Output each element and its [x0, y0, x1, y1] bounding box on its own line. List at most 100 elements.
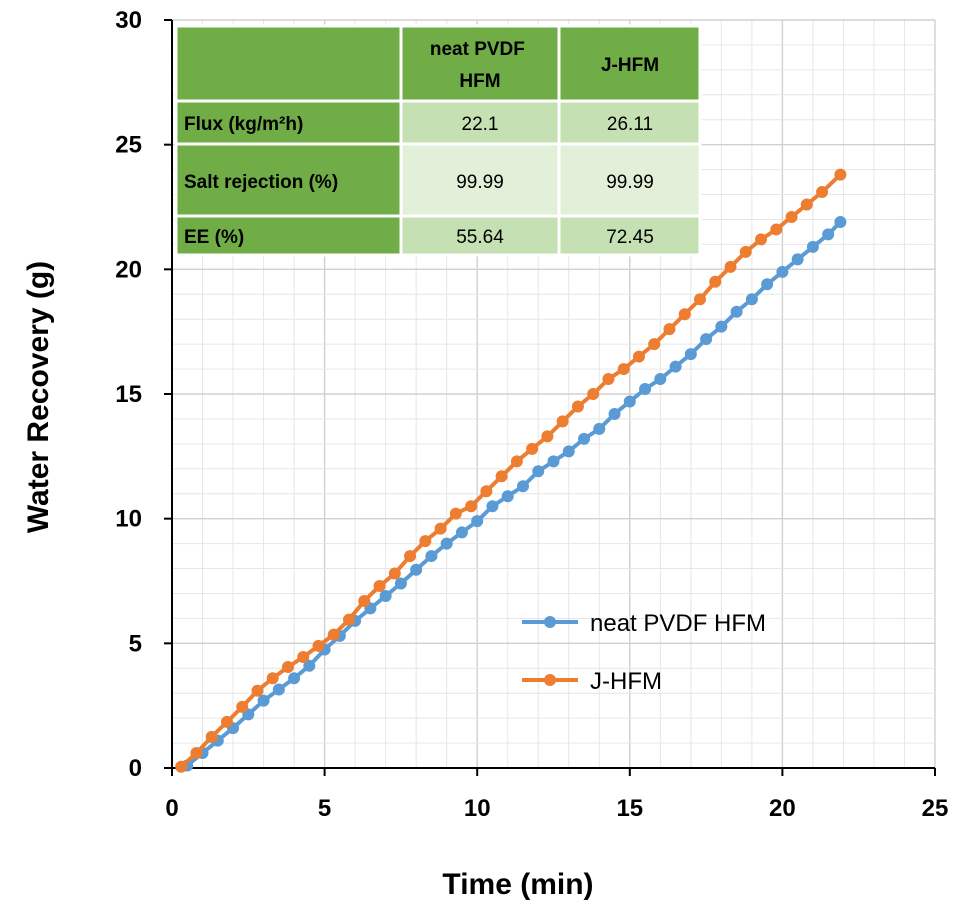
legend: neat PVDF HFM J-HFM: [522, 610, 766, 695]
data-point-j-hfm: [739, 245, 752, 258]
y-tick-label: 5: [129, 630, 142, 657]
data-point-j-hfm: [419, 535, 432, 548]
data-point-j-hfm: [770, 223, 783, 236]
x-tick-label: 10: [464, 795, 491, 822]
data-point-j-hfm: [281, 661, 294, 674]
x-tick-label: 15: [616, 795, 643, 822]
data-point-neat-pvdf-hfm: [394, 577, 407, 590]
data-point-j-hfm: [251, 684, 264, 697]
data-point-j-hfm: [236, 700, 249, 713]
table-header-j-hfm: J-HFM: [601, 55, 659, 76]
data-point-j-hfm: [632, 350, 645, 363]
data-point-neat-pvdf-hfm: [669, 360, 682, 373]
x-axis-title: Time (min): [442, 868, 593, 901]
data-table: neat PVDF HFM J-HFM Flux (kg/m²h) 22.1 2…: [174, 24, 702, 257]
data-point-neat-pvdf-hfm: [379, 589, 392, 602]
x-tick-label: 20: [769, 795, 796, 822]
data-point-neat-pvdf-hfm: [562, 445, 575, 458]
data-point-neat-pvdf-hfm: [715, 320, 728, 333]
data-point-j-hfm: [312, 639, 325, 652]
data-point-j-hfm: [266, 672, 279, 685]
y-tick-label: 20: [115, 256, 142, 283]
data-point-j-hfm: [571, 400, 584, 413]
data-point-j-hfm: [404, 550, 417, 563]
data-point-neat-pvdf-hfm: [516, 480, 529, 493]
legend-label-j-hfm: J-HFM: [590, 668, 662, 695]
data-point-neat-pvdf-hfm: [486, 500, 499, 513]
y-tick-label: 30: [115, 7, 142, 34]
data-point-neat-pvdf-hfm: [593, 422, 606, 435]
data-point-neat-pvdf-hfm: [425, 550, 438, 563]
data-point-j-hfm: [556, 415, 569, 428]
data-point-neat-pvdf-hfm: [806, 240, 819, 253]
data-point-j-hfm: [220, 715, 233, 728]
data-point-neat-pvdf-hfm: [257, 694, 270, 707]
data-point-neat-pvdf-hfm: [455, 526, 468, 539]
table-cell: [557, 214, 702, 257]
data-point-j-hfm: [541, 430, 554, 443]
legend-marker-neat-pvdf-hfm: [544, 616, 556, 628]
data-point-j-hfm: [800, 198, 813, 211]
x-tick-label: 5: [318, 795, 331, 822]
data-point-j-hfm: [434, 522, 447, 535]
table-header-corner: [174, 24, 403, 103]
data-point-j-hfm: [297, 651, 310, 664]
data-point-neat-pvdf-hfm: [578, 432, 591, 445]
data-point-j-hfm: [834, 168, 847, 181]
data-point-neat-pvdf-hfm: [822, 228, 835, 241]
data-point-neat-pvdf-hfm: [776, 265, 789, 278]
data-point-neat-pvdf-hfm: [471, 515, 484, 528]
data-point-j-hfm: [190, 747, 203, 760]
data-point-j-hfm: [480, 485, 493, 498]
y-tick-label: 10: [115, 506, 142, 533]
data-point-j-hfm: [587, 388, 600, 400]
x-tick-label: 25: [922, 795, 949, 822]
data-point-neat-pvdf-hfm: [623, 395, 636, 408]
data-point-j-hfm: [205, 730, 218, 743]
data-point-neat-pvdf-hfm: [608, 407, 621, 420]
data-point-j-hfm: [678, 308, 691, 321]
data-point-j-hfm: [693, 293, 706, 306]
data-point-neat-pvdf-hfm: [654, 373, 667, 386]
data-point-j-hfm: [724, 260, 737, 273]
data-point-neat-pvdf-hfm: [272, 683, 285, 696]
y-axis-title: Water Recovery (g): [22, 261, 55, 533]
axes: 0 5 10 15 20 25 0 5 10 15 20 25 30: [115, 7, 948, 822]
data-point-j-hfm: [388, 567, 401, 580]
data-point-j-hfm: [816, 186, 829, 199]
data-point-neat-pvdf-hfm: [303, 659, 316, 672]
data-point-neat-pvdf-hfm: [791, 253, 804, 266]
data-point-j-hfm: [663, 323, 676, 336]
data-point-j-hfm: [449, 507, 462, 520]
x-tick-label: 0: [165, 795, 178, 822]
series-layer: [175, 168, 847, 773]
table-value-ee-jhfm: 72.45: [606, 227, 654, 248]
data-point-neat-pvdf-hfm: [700, 333, 713, 346]
data-point-j-hfm: [465, 500, 478, 513]
data-point-j-hfm: [526, 442, 539, 455]
data-point-neat-pvdf-hfm: [532, 465, 545, 478]
data-point-j-hfm: [327, 628, 340, 641]
data-point-neat-pvdf-hfm: [288, 672, 301, 685]
y-tick-label: 15: [115, 381, 142, 408]
data-point-j-hfm: [785, 210, 798, 223]
data-point-neat-pvdf-hfm: [684, 348, 697, 361]
table-value-salt-jhfm: 99.99: [606, 172, 654, 193]
series-line-j-hfm: [179, 173, 842, 769]
table-header-neat-pvdf-hfm: neat PVDF HFM: [430, 39, 530, 92]
table-value-ee-neat: 55.64: [456, 227, 504, 248]
table-cell: [557, 99, 702, 146]
data-point-neat-pvdf-hfm: [547, 455, 560, 468]
legend-marker-j-hfm: [544, 674, 556, 686]
legend-label-neat-pvdf-hfm: neat PVDF HFM: [590, 610, 766, 637]
data-point-neat-pvdf-hfm: [834, 215, 847, 228]
data-point-j-hfm: [709, 275, 722, 288]
data-point-j-hfm: [343, 613, 356, 626]
data-point-j-hfm: [602, 373, 615, 386]
data-point-j-hfm: [648, 338, 661, 351]
data-point-neat-pvdf-hfm: [761, 278, 774, 291]
data-point-neat-pvdf-hfm: [730, 305, 743, 318]
table-cell: [399, 214, 561, 257]
y-tick-label: 25: [115, 132, 142, 159]
